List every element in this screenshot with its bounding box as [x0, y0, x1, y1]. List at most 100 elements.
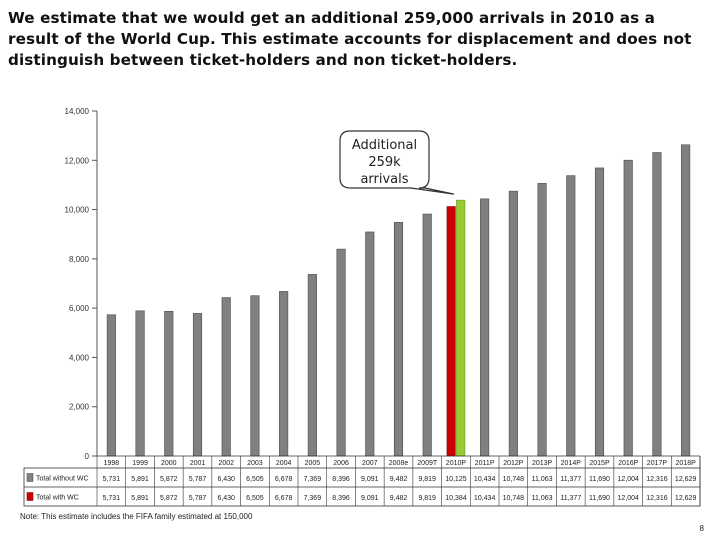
table-cell-with-wc: 10,748	[503, 495, 525, 502]
x-tick-label: 1999	[132, 460, 148, 467]
bar-1999	[135, 310, 145, 457]
table-cell-without-wc: 5,872	[160, 476, 178, 483]
x-tick-label: 2011P	[475, 460, 495, 467]
callout-text-line: arrivals	[360, 172, 408, 187]
table-cell-without-wc: 6,505	[246, 476, 264, 483]
bar-2004	[279, 291, 289, 457]
x-tick-label: 2012P	[503, 460, 524, 467]
table-cell-with-wc: 12,316	[646, 495, 668, 502]
bar-2015P	[594, 167, 605, 457]
bar-2016P	[623, 159, 633, 457]
table-cell-with-wc: 7,369	[304, 495, 322, 502]
table-cell-without-wc: 9,819	[418, 476, 436, 483]
callout-bubble	[339, 130, 455, 195]
table-cell-without-wc: 5,891	[131, 476, 149, 483]
y-axis: 0 2,000 4,000 6,000 8,000 10,000 12,000 14,000	[65, 107, 98, 461]
legend-swatch-without-wc	[26, 473, 34, 482]
y-tick-label: 4,000	[69, 353, 90, 362]
bar-2012P	[508, 190, 518, 457]
x-tick-label: 2000	[161, 460, 177, 467]
y-tick-label: 0	[85, 452, 90, 461]
table-cell-without-wc: 11,377	[560, 476, 581, 483]
x-tick-label: 2013P	[532, 460, 553, 467]
bar-2003	[250, 295, 260, 457]
bars	[106, 144, 691, 457]
bar-2000	[164, 310, 174, 457]
table-cell-without-wc: 6,430	[217, 476, 235, 483]
y-tick-label: 2,000	[69, 403, 90, 412]
table-cell-without-wc: 10,748	[503, 476, 525, 483]
bar-2009T	[422, 213, 432, 457]
bar-2006	[336, 248, 346, 457]
bar-1998	[106, 314, 116, 457]
table-cell-with-wc: 9,819	[418, 495, 436, 502]
x-tick-label: 2006	[333, 460, 349, 467]
bar-2018P	[681, 144, 691, 457]
table-cell-without-wc: 9,482	[390, 476, 408, 483]
table-cell-with-wc: 5,891	[131, 495, 149, 502]
table-cell-with-wc: 8,396	[332, 495, 350, 502]
table-cell-with-wc: 10,434	[474, 495, 496, 502]
bar-2005	[307, 274, 317, 457]
table-cell-without-wc: 10,125	[445, 476, 467, 483]
data-table: 1998 5,731 5,731 1999 5,891 5,891 2000 5,872 5,8…	[23, 455, 701, 507]
table-cell-with-wc: 11,690	[589, 495, 610, 502]
table-cell-with-wc: 5,787	[189, 495, 207, 502]
x-tick-label: 1998	[104, 460, 120, 467]
y-tick-label: 8,000	[69, 255, 90, 264]
y-tick-label: 14,000	[65, 107, 90, 116]
x-tick-label: 2014P	[561, 460, 582, 467]
table-cell-with-wc: 9,482	[390, 495, 408, 502]
table-cell-without-wc: 11,063	[532, 476, 553, 483]
bar-2008e	[393, 222, 404, 457]
x-tick-label: 2002	[218, 460, 234, 467]
y-tick-label: 12,000	[65, 156, 90, 165]
callout: Additional 259k arrivals	[339, 130, 455, 195]
table-cell-with-wc: 6,430	[217, 495, 235, 502]
table-cell-without-wc: 10,434	[474, 476, 496, 483]
bar-2017P	[652, 152, 662, 457]
bar-2013P	[537, 183, 547, 457]
x-tick-label: 2009T	[417, 460, 438, 467]
x-tick-label: 2018P	[676, 460, 697, 467]
table-cell-without-wc: 5,787	[189, 476, 207, 483]
x-tick-label: 2003	[247, 460, 263, 467]
legend-swatch-with-wc	[26, 492, 34, 501]
table-cell-without-wc: 12,629	[675, 476, 697, 483]
x-tick-label: 2016P	[618, 460, 639, 467]
x-tick-label: 2007	[362, 460, 378, 467]
table-cell-with-wc: 12,004	[618, 495, 640, 502]
table-cell-with-wc: 9,091	[361, 495, 379, 502]
page-title: We estimate that we would get an additio…	[8, 9, 692, 69]
table-cell-with-wc: 5,872	[160, 495, 178, 502]
table-cell-without-wc: 12,316	[646, 476, 668, 483]
x-tick-label: 2017P	[647, 460, 668, 467]
bar-2014P	[566, 175, 576, 457]
page-number: 8	[699, 524, 704, 533]
bar-2002	[221, 297, 231, 457]
table-cell-with-wc: 12,629	[675, 495, 697, 502]
table-cell-with-wc: 11,063	[532, 495, 553, 502]
y-tick-label: 10,000	[65, 206, 90, 215]
y-tick-label: 6,000	[69, 304, 90, 313]
table-cell-with-wc: 10,384	[445, 495, 467, 502]
table-cell-without-wc: 7,369	[304, 476, 322, 483]
table-cell-without-wc: 9,091	[361, 476, 379, 483]
x-tick-label: 2010P	[446, 460, 467, 467]
bar-with-wc-2010P	[456, 199, 466, 457]
table-cell-without-wc: 5,731	[103, 476, 121, 483]
table-cell-without-wc: 11,690	[589, 476, 610, 483]
x-tick-label: 2008e	[389, 460, 409, 467]
x-tick-label: 2001	[190, 460, 206, 467]
bar-2001	[192, 313, 203, 457]
legend-label-with-wc: Total with WC	[36, 495, 79, 502]
table-cell-without-wc: 6,678	[275, 476, 293, 483]
callout-text-line: Additional	[352, 138, 417, 153]
callout-text-line: 259k	[368, 155, 401, 170]
x-tick-label: 2004	[276, 460, 292, 467]
table-cell-with-wc: 5,731	[103, 495, 121, 502]
x-tick-label: 2005	[305, 460, 321, 467]
table-cell-with-wc: 6,505	[246, 495, 264, 502]
bar-2007	[365, 231, 375, 457]
